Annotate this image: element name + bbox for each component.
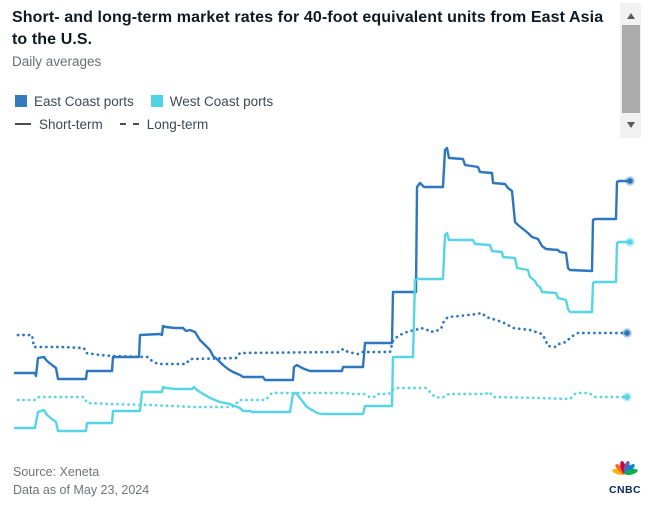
scrollbar-thumb[interactable] — [621, 25, 640, 113]
dashed-line-icon — [119, 123, 139, 125]
west-coast-swatch — [150, 95, 163, 107]
source-text: Source: Xeneta — [13, 465, 100, 479]
as-of-text: Data as of May 23, 2024 — [13, 483, 150, 497]
legend-item-west-coast: West Coast ports — [150, 93, 274, 109]
east-coast-swatch — [15, 95, 27, 107]
legend-style-row: Short-term Long-term — [15, 116, 290, 132]
legend-label-short-term: Short-term — [39, 116, 103, 132]
cnbc-peacock-icon — [612, 460, 638, 476]
legend-series-row: East Coast ports West Coast ports — [15, 93, 290, 109]
solid-line-icon — [15, 123, 31, 125]
triangle-up-icon — [626, 13, 635, 19]
triangle-down-icon — [626, 122, 635, 128]
page-title: Short- and long-term market rates for 40… — [12, 9, 604, 48]
series-west-coast-short-term — [13, 231, 632, 433]
series-east-coast-short-term — [13, 146, 632, 382]
legend-label-west-coast: West Coast ports — [169, 93, 274, 109]
peacock-feather — [624, 468, 638, 476]
cnbc-logo: CNBC — [605, 459, 645, 496]
legend-item-east-coast: East Coast ports — [15, 94, 134, 109]
scrollbar-down-button[interactable] — [620, 118, 641, 132]
legend-item-long-term: Long-term — [119, 116, 209, 132]
legend-item-short-term: Short-term — [15, 117, 103, 132]
series-east-coast-long-term — [16, 311, 629, 366]
legend-label-long-term: Long-term — [146, 116, 209, 132]
scrollbar[interactable] — [620, 3, 641, 138]
endpoint-dot-west-coast-short-term — [627, 239, 633, 245]
chart-legend: East Coast ports West Coast ports Short-… — [15, 93, 290, 139]
footer-source-block: Source: Xeneta Data as of May 23, 2024 — [13, 463, 149, 499]
chart-subtitle: Daily averages — [12, 54, 102, 69]
endpoint-dot-east-coast-short-term — [627, 178, 633, 184]
scrollbar-up-button[interactable] — [620, 9, 641, 23]
endpoint-dot-east-coast-long-term — [624, 330, 630, 336]
cnbc-wordmark: CNBC — [609, 484, 641, 496]
series-west-coast-long-term — [16, 386, 629, 409]
endpoint-dot-west-coast-long-term — [624, 394, 630, 400]
legend-label-east-coast: East Coast ports — [34, 93, 134, 109]
